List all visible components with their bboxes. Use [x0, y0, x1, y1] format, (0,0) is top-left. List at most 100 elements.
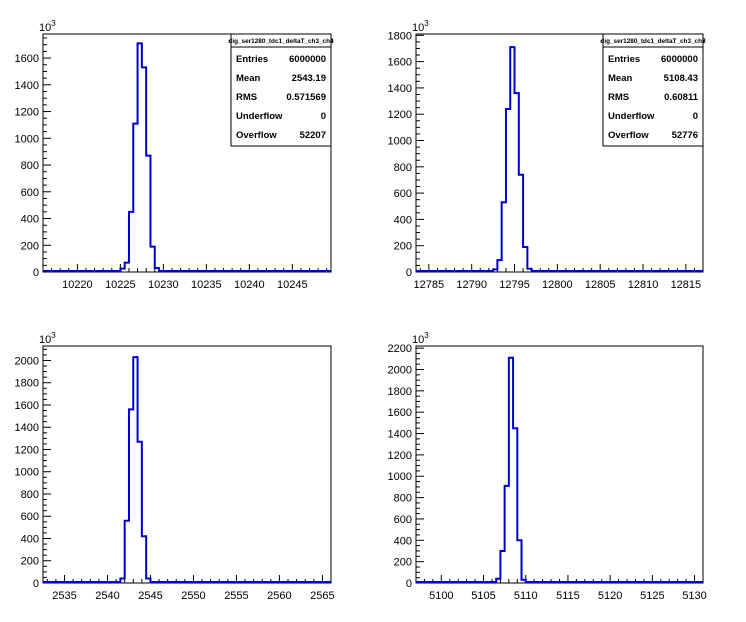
histogram-bin [500, 551, 504, 583]
x-tick-label: 5125 [640, 590, 664, 602]
stats-value: 5108.43 [664, 73, 698, 84]
y-tick-label: 1200 [15, 444, 39, 456]
y-exponent-base: 10 [412, 334, 424, 346]
histogram-title: dig_ser1280_tdc1_deltaT_ch3_ch5 [600, 38, 706, 45]
y-tick-label: 800 [21, 160, 39, 172]
histogram-outline [416, 356, 703, 583]
x-tick-label: 12785 [414, 279, 445, 291]
histogram-bin [129, 212, 133, 272]
x-tick-label: 2540 [95, 590, 119, 602]
y-tick-label: 600 [394, 188, 412, 200]
y-tick-label: 400 [21, 533, 39, 545]
x-tick-label: 2550 [181, 590, 205, 602]
x-tick-label: 12800 [542, 279, 573, 291]
stats-value: 52776 [672, 130, 698, 141]
stats-label: Mean [608, 73, 632, 84]
histogram-bin [150, 247, 154, 272]
y-tick-label: 800 [394, 493, 412, 505]
y-tick-label: 600 [21, 511, 39, 523]
y-tick-label: 0 [33, 578, 39, 590]
x-tick-label: 2545 [138, 590, 162, 602]
x-tick-label: 10240 [234, 279, 265, 291]
y-tick-label: 800 [394, 162, 412, 174]
x-tick-label: 2535 [52, 590, 76, 602]
histogram-bin [523, 247, 527, 272]
y-tick-label: 200 [21, 240, 39, 252]
y-tick-label: 1200 [388, 109, 412, 121]
histogram-bin [133, 357, 137, 583]
y-tick-label: 1800 [388, 386, 412, 398]
histogram-bin [510, 47, 514, 272]
stats-value: 6000000 [289, 54, 326, 65]
histogram-bin [527, 269, 531, 272]
y-tick-label: 1600 [15, 400, 39, 412]
histogram-bin [505, 486, 509, 583]
histogram-bin [138, 43, 142, 272]
x-tick-label: 10230 [148, 279, 179, 291]
histogram-bin [522, 580, 526, 583]
y-tick-label: 0 [33, 267, 39, 279]
histogram-outline [43, 42, 331, 272]
histogram-bin [146, 579, 150, 583]
x-tick-label: 12805 [585, 279, 616, 291]
plot-frame [42, 345, 332, 584]
y-exponent-base: 10 [39, 334, 51, 346]
y-exponent-label: 103 [412, 331, 429, 346]
y-tick-label: 600 [21, 187, 39, 199]
histogram-bin [509, 358, 513, 583]
x-tick-label: 2555 [224, 590, 248, 602]
y-tick-label: 2000 [388, 364, 412, 376]
y-tick-label: 200 [21, 556, 39, 568]
y-exponent-base: 10 [39, 22, 51, 34]
stats-box [230, 33, 332, 147]
y-tick-label: 1400 [388, 429, 412, 441]
y-tick-label: 200 [394, 557, 412, 569]
y-tick-label: 2200 [388, 343, 412, 355]
y-tick-label: 1000 [15, 467, 39, 479]
histogram-bin [125, 263, 129, 272]
y-tick-label: 1200 [388, 450, 412, 462]
histogram-bin [493, 269, 497, 272]
x-tick-label: 10225 [105, 279, 136, 291]
stats-label: Underflow [236, 111, 283, 122]
y-exponent-power: 3 [51, 331, 56, 340]
y-tick-label: 1400 [15, 422, 39, 434]
y-tick-label: 0 [406, 578, 412, 590]
x-tick-label: 5100 [429, 590, 453, 602]
stats-label: Overflow [236, 130, 277, 141]
stats-label: Mean [236, 73, 260, 84]
histogram-bin [513, 428, 517, 583]
histogram-bin [146, 156, 150, 272]
y-exponent-label: 103 [39, 19, 56, 34]
plot-frame [415, 345, 704, 584]
stats-label: Underflow [608, 111, 655, 122]
histogram-bin [129, 409, 133, 583]
histogram-bin [142, 536, 146, 583]
y-tick-label: 800 [21, 489, 39, 501]
histogram-bin [138, 442, 142, 583]
y-tick-label: 600 [394, 514, 412, 526]
y-exponent-power: 3 [51, 19, 56, 28]
y-tick-label: 400 [21, 214, 39, 226]
stats-label: RMS [236, 92, 257, 103]
y-tick-label: 1000 [15, 133, 39, 145]
stats-value: 2543.19 [292, 73, 326, 84]
histogram-bin [155, 268, 159, 272]
x-tick-label: 12795 [499, 279, 530, 291]
y-tick-label: 1000 [388, 136, 412, 148]
stats-label: RMS [608, 92, 629, 103]
histogram-bin [142, 67, 146, 272]
y-tick-label: 1400 [15, 80, 39, 92]
x-tick-label: 12810 [628, 279, 659, 291]
x-tick-label: 10245 [277, 279, 308, 291]
y-tick-label: 400 [394, 214, 412, 226]
x-tick-label: 2560 [267, 590, 291, 602]
histogram-bin [515, 93, 519, 272]
y-tick-label: 1000 [388, 471, 412, 483]
y-exponent-label: 103 [39, 331, 56, 346]
y-tick-label: 1800 [15, 378, 39, 390]
stats-label: Entries [236, 54, 268, 65]
histogram-bin [506, 109, 510, 272]
y-tick-label: 200 [394, 241, 412, 253]
